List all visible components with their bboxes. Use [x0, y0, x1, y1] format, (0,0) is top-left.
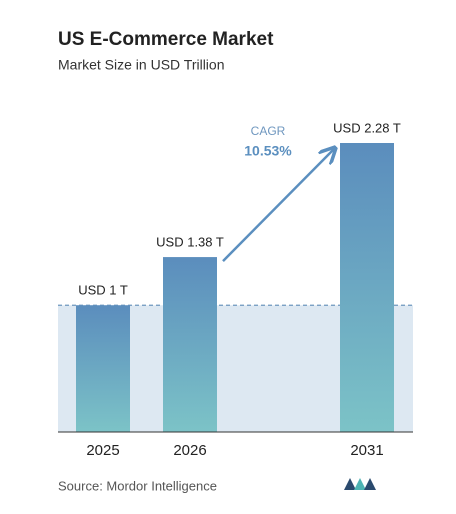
chart-subtitle: Market Size in USD Trillion — [58, 57, 225, 73]
x-tick-label: 2031 — [350, 442, 383, 459]
x-tick-label: 2026 — [173, 442, 206, 459]
x-tick-label: 2025 — [86, 442, 119, 459]
value-label: USD 1.38 T — [156, 235, 224, 250]
cagr-label: CAGR — [251, 124, 286, 138]
value-label: USD 1 T — [78, 283, 128, 298]
logo — [344, 478, 376, 490]
value-label: USD 2.28 T — [333, 120, 401, 135]
cagr-value: 10.53% — [244, 143, 292, 159]
source: Source: Mordor Intelligence — [58, 478, 217, 493]
bar — [340, 143, 394, 432]
chart-title: US E-Commerce Market — [58, 29, 274, 50]
bar — [76, 305, 130, 432]
cagr-arrow — [222, 149, 334, 262]
bar — [163, 257, 217, 432]
